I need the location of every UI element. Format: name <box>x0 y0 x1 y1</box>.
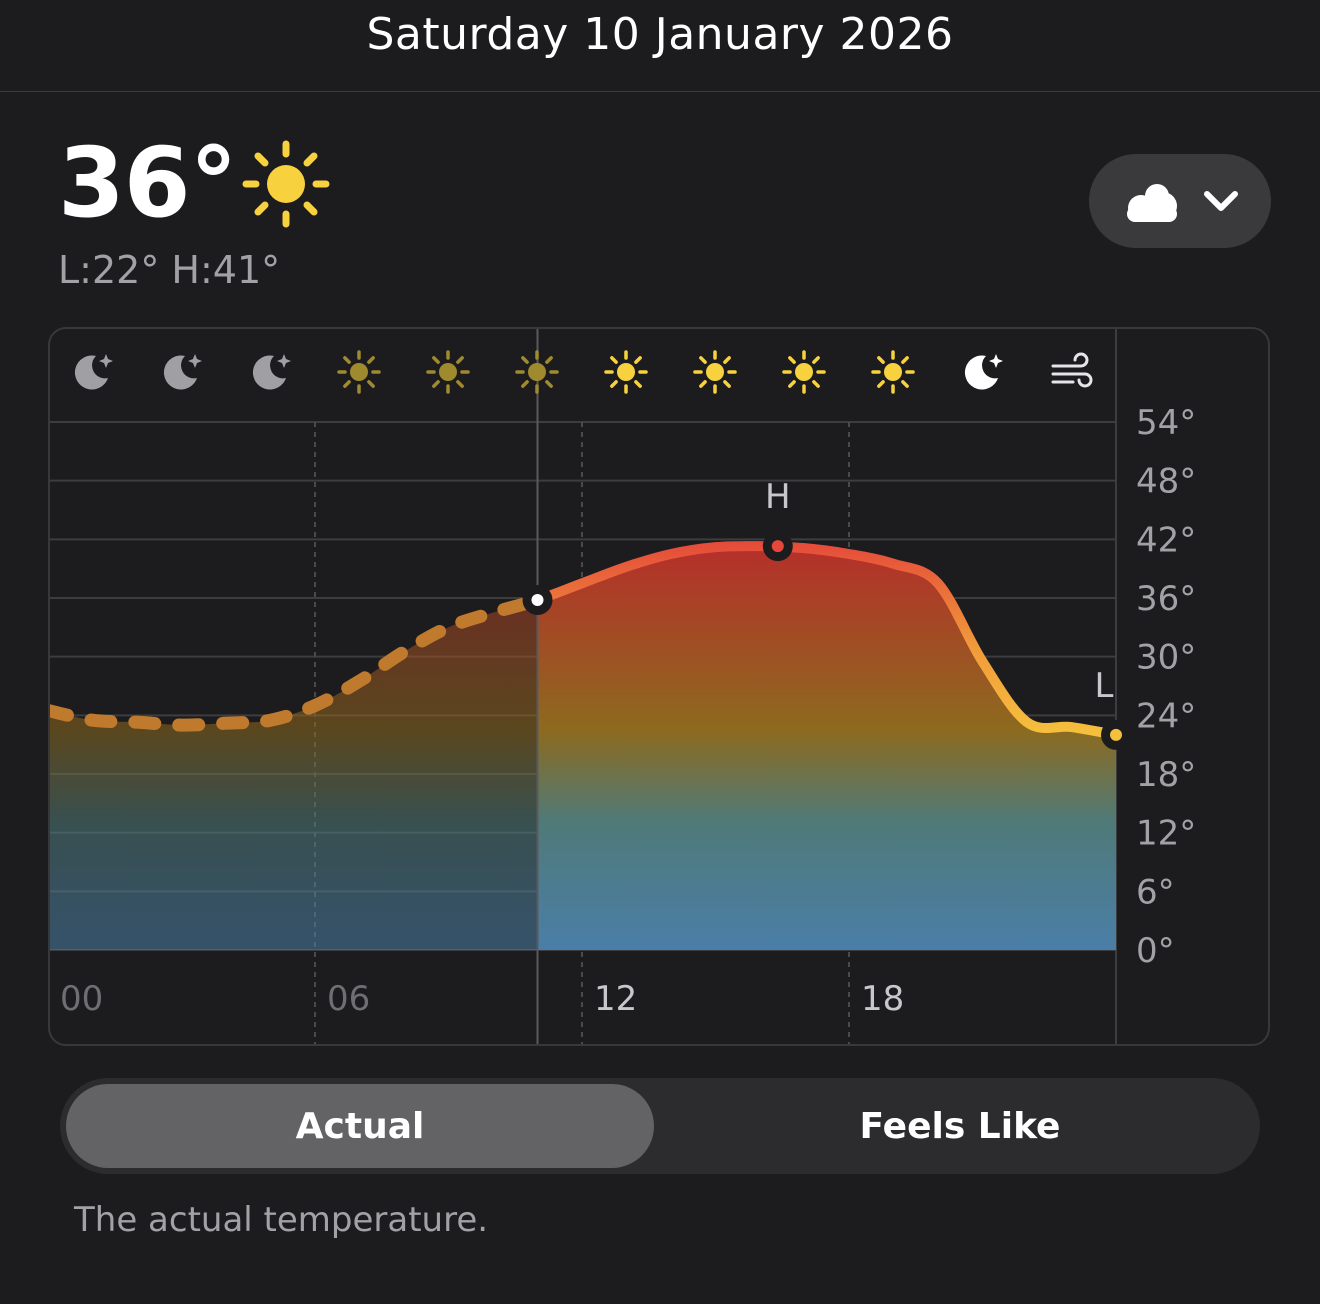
page-title: Saturday 10 January 2026 <box>366 9 954 60</box>
sun-icon <box>782 350 826 394</box>
y-tick-label: 18° <box>1136 755 1196 795</box>
temperature-chart: H L 54° 48° 42° 36° 30° 24° 18° 12° 6° 0° 00 06 12 18 <box>48 327 1270 1046</box>
y-tick-label: 36° <box>1136 579 1196 619</box>
moon-bright-icon <box>964 354 1003 390</box>
condition-dropdown-button[interactable] <box>1089 154 1271 248</box>
current-temperature: 36° <box>58 127 238 239</box>
y-tick-label: 12° <box>1136 814 1196 854</box>
low-point <box>1110 728 1122 741</box>
temperature-line-past <box>50 593 538 732</box>
current-point <box>531 593 544 606</box>
low-label: L <box>1095 666 1114 706</box>
x-tick-label: 18 <box>861 979 904 1019</box>
y-tick-label: 42° <box>1136 520 1196 560</box>
temperature-chart-svg: H L 54° 48° 42° 36° 30° 24° 18° 12° 6° 0° 00 06 12 18 <box>50 329 1196 1044</box>
sun-icon <box>693 350 737 394</box>
moon-icon <box>74 354 113 390</box>
y-tick-label: 0° <box>1136 931 1175 971</box>
moon-icon <box>252 354 291 390</box>
y-tick-label: 6° <box>1136 872 1175 912</box>
y-tick-label: 24° <box>1136 696 1196 736</box>
sun-dim-icon <box>426 350 470 394</box>
temperature-range: L:22° H:41° <box>58 248 281 292</box>
actual-feels-like-toggle[interactable]: Actual Feels Like <box>60 1078 1260 1174</box>
high-label: H <box>765 477 791 517</box>
sun-dim-icon <box>515 350 559 394</box>
moon-icon <box>163 354 202 390</box>
temperature-line-future <box>537 541 1116 740</box>
cloud-icon <box>1127 184 1177 222</box>
sun-icon <box>604 350 648 394</box>
high-point <box>771 540 784 553</box>
x-tick-label: 12 <box>594 979 637 1019</box>
sun-dim-icon <box>337 350 381 394</box>
chevron-down-icon <box>1204 191 1238 211</box>
area-past <box>50 599 538 950</box>
wind-icon <box>1051 352 1093 388</box>
feels-like-option[interactable]: Feels Like <box>859 1105 1061 1147</box>
chart-description: The actual temperature. <box>74 1200 489 1240</box>
x-tick-label: 06 <box>327 979 370 1019</box>
y-tick-label: 30° <box>1136 638 1196 678</box>
y-tick-label: 54° <box>1136 403 1196 443</box>
x-tick-label: 00 <box>60 979 103 1019</box>
actual-option[interactable]: Actual <box>66 1084 654 1168</box>
sun-icon <box>871 350 915 394</box>
header: Saturday 10 January 2026 <box>0 0 1320 92</box>
y-tick-label: 48° <box>1136 462 1196 502</box>
sun-icon <box>242 140 330 228</box>
